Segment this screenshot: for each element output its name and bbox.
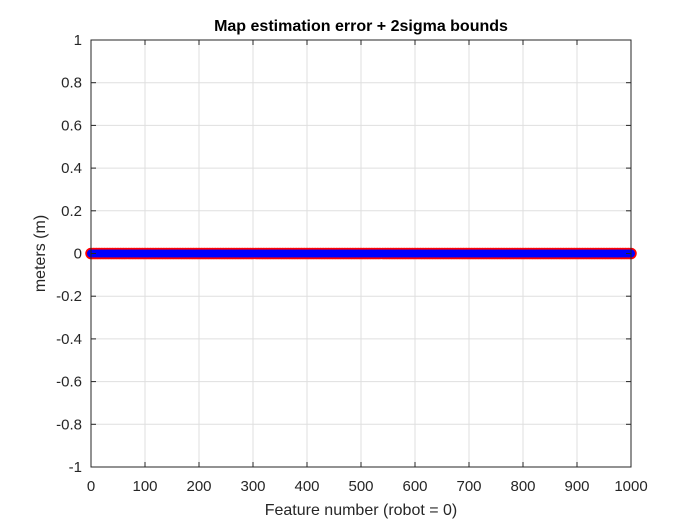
y-tick-label: -0.8 [56,416,82,433]
y-tick-label: -1 [69,459,82,476]
x-tick-labels: 0 100 200 300 400 500 600 700 800 900 1000 [87,478,648,495]
x-axis-label: Feature number (robot = 0) [265,502,458,519]
x-tick-label: 100 [132,478,157,495]
y-tick-label: 0.2 [61,203,82,220]
x-tick-label: 0 [87,478,95,495]
y-tick-label: 0.4 [61,160,82,177]
y-tick-labels: 1 0.8 0.6 0.4 0.2 0 -0.2 -0.4 -0.6 -0.8 -1 [56,32,82,476]
y-tick-label: 0 [74,246,82,263]
y-tick-label: 0.8 [61,75,82,92]
chart-title: Map estimation error + 2sigma bounds [214,18,508,35]
y-tick-label: -0.6 [56,374,82,391]
series-blue [87,249,635,258]
y-axis-label: meters (m) [32,215,49,292]
x-tick-label: 900 [564,478,589,495]
tick-marks [90,39,632,468]
data-marks [85,247,637,260]
x-tick-label: 800 [510,478,535,495]
x-tick-label: 400 [294,478,319,495]
y-tick-label: -0.4 [56,331,82,348]
x-tick-label: 600 [402,478,427,495]
x-tick-label: 300 [240,478,265,495]
x-tick-label: 500 [348,478,373,495]
y-tick-label: 1 [74,32,82,49]
y-tick-label: 0.6 [61,117,82,134]
x-tick-label: 1000 [614,478,647,495]
x-tick-label: 700 [456,478,481,495]
y-tick-label: -0.2 [56,288,82,305]
x-tick-label: 200 [186,478,211,495]
